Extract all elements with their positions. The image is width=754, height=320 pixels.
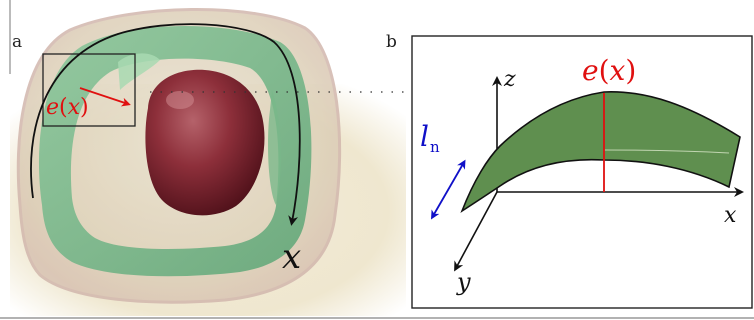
core-highlight	[166, 91, 194, 109]
x-axis-label: x	[724, 203, 737, 228]
inset-thickness-label: e(x)	[46, 95, 89, 120]
red-core	[145, 69, 265, 216]
panel-a-letter: a	[12, 32, 22, 52]
panel-b-letter: b	[386, 32, 397, 52]
inset-box	[42, 53, 136, 127]
y-axis-label: y	[456, 268, 471, 296]
arc-arrow	[30, 23, 301, 226]
curved-sheet	[460, 91, 741, 214]
length-arrow	[431, 159, 466, 220]
thickness-label: e(x)	[582, 54, 636, 87]
membrane-inner-fold	[118, 53, 160, 90]
z-axis-label: z	[503, 67, 516, 92]
arc-coordinate-label: x	[282, 237, 301, 277]
length-label: ln	[420, 120, 440, 156]
panel-b: b z x y e(x) ln	[386, 32, 753, 309]
red-thickness-arrow	[79, 87, 131, 107]
membrane-side-fold	[268, 90, 281, 205]
green-membrane	[38, 25, 312, 277]
sheet-highlight	[603, 149, 730, 154]
panel-a: e(x) x a	[9, 0, 406, 316]
y-axis	[454, 191, 498, 272]
